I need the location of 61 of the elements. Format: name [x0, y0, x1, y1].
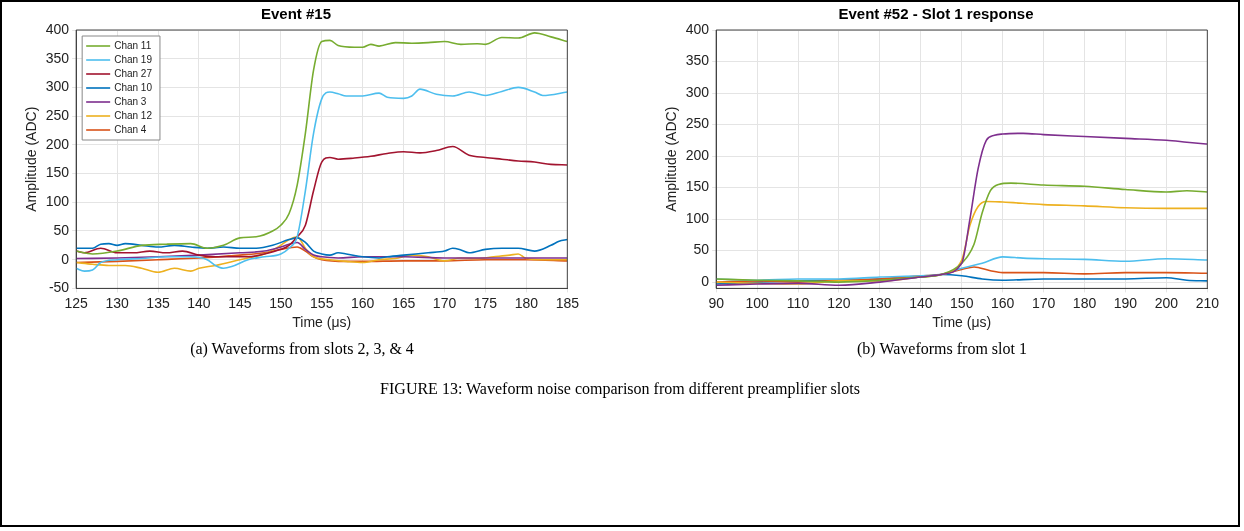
- y-tick-label: 100: [685, 209, 710, 226]
- y-tick-label: 250: [45, 106, 70, 123]
- y-tick-label: 0: [61, 250, 70, 267]
- x-axis-title: Time (μs): [292, 314, 352, 331]
- x-tick-label: 150: [950, 294, 974, 311]
- x-tick-label: 150: [269, 294, 293, 311]
- x-tick-label: 160: [350, 294, 375, 311]
- text: (b) Waveforms from slot 1: [856, 340, 1028, 358]
- x-tick-label: 180: [514, 294, 539, 311]
- x-tick-label: 90: [708, 294, 725, 311]
- y-tick-label: 200: [685, 146, 710, 163]
- y-tick-label: 300: [685, 83, 710, 100]
- y-tick-label: -50: [48, 279, 70, 296]
- legend-label: Chan 11: [114, 39, 152, 51]
- y-tick-label: 350: [45, 49, 70, 66]
- y-tick-label: 400: [685, 20, 710, 37]
- x-tick-label: 155: [310, 294, 334, 311]
- x-tick-label: 100: [745, 294, 769, 311]
- x-axis-title: Time (μs): [932, 314, 992, 331]
- x-tick-label: 145: [228, 294, 252, 311]
- chart-title: Event #52 - Slot 1 response: [838, 5, 1034, 23]
- x-tick-label: 140: [187, 294, 211, 311]
- y-tick-label: 200: [45, 135, 70, 152]
- x-tick-label: 160: [990, 294, 1015, 311]
- x-tick-label: 165: [391, 294, 416, 311]
- legend-label: Chan 27: [114, 67, 153, 79]
- legend-label: Chan 12: [114, 109, 153, 121]
- x-tick-label: 200: [1154, 294, 1179, 311]
- y-tick-label: 100: [45, 193, 70, 210]
- x-tick-label: 170: [432, 294, 457, 311]
- y-tick-label: 0: [701, 272, 710, 289]
- legend-label: Chan 3: [114, 95, 147, 107]
- x-tick-label: 140: [909, 294, 933, 311]
- text: (a) Waveforms from slots 2, 3, & 4: [189, 340, 415, 358]
- y-tick-label: 350: [685, 52, 710, 69]
- caption: FIGURE 13: Waveform noise comparison from different preamplifier slots: [379, 380, 861, 398]
- chart-title: Event #15: [260, 5, 332, 23]
- y-tick-label: 400: [45, 20, 70, 37]
- y-tick-label: 150: [45, 164, 70, 181]
- y-tick-label: 50: [53, 221, 70, 238]
- y-tick-label: 300: [45, 78, 70, 95]
- x-tick-label: 190: [1113, 294, 1138, 311]
- y-tick-label: 250: [685, 115, 710, 132]
- y-axis-title: Amplitude (ADC): [23, 106, 40, 212]
- x-tick-label: 210: [1195, 294, 1220, 311]
- x-tick-label: 180: [1072, 294, 1097, 311]
- legend-label: Chan 19: [114, 53, 153, 65]
- x-tick-label: 130: [868, 294, 892, 311]
- y-tick-label: 50: [693, 241, 710, 258]
- x-tick-label: 125: [64, 294, 89, 311]
- y-tick-label: 150: [685, 178, 710, 195]
- x-tick-label: 175: [473, 294, 498, 311]
- x-tick-label: 130: [105, 294, 129, 311]
- x-tick-label: 170: [1031, 294, 1056, 311]
- legend-label: Chan 4: [114, 123, 147, 135]
- x-tick-label: 135: [146, 294, 170, 311]
- legend-label: Chan 10: [114, 81, 153, 93]
- x-tick-label: 110: [786, 294, 810, 311]
- y-axis-title: Amplitude (ADC): [663, 106, 680, 212]
- x-tick-label: 120: [827, 294, 851, 311]
- x-tick-label: 185: [555, 294, 580, 311]
